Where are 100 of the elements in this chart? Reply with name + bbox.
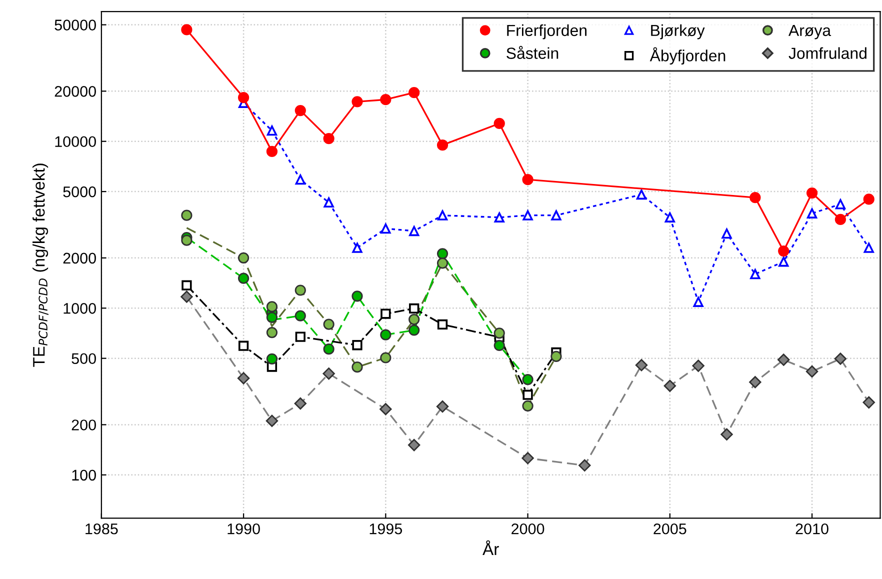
point xyxy=(352,242,362,253)
point xyxy=(494,340,505,352)
point xyxy=(409,303,420,314)
point xyxy=(180,290,193,303)
point xyxy=(294,310,306,322)
point xyxy=(238,340,249,351)
x-tick-label: 2010 xyxy=(796,523,828,534)
x-tick-label: 2000 xyxy=(512,523,544,534)
x-tick-label: 1990 xyxy=(228,523,260,534)
point xyxy=(494,212,504,222)
point xyxy=(237,372,250,384)
point xyxy=(778,354,790,366)
legend-label: Bjørkøy xyxy=(651,24,705,40)
point xyxy=(266,301,278,312)
y-tick-label: 100 xyxy=(72,470,96,481)
y-tick-label: 5000 xyxy=(63,186,96,198)
point xyxy=(380,94,392,106)
y-tick-label: 500 xyxy=(72,353,96,364)
point xyxy=(266,146,278,157)
point xyxy=(323,318,334,330)
point xyxy=(352,340,362,350)
point xyxy=(522,400,534,412)
y-tick-label: 1000 xyxy=(64,303,96,314)
point xyxy=(181,210,192,221)
point xyxy=(380,223,391,234)
point xyxy=(664,380,676,392)
point xyxy=(834,214,846,226)
point xyxy=(181,24,192,36)
x-tick-label: 2005 xyxy=(654,523,686,534)
point xyxy=(238,92,250,104)
point xyxy=(720,428,733,440)
point xyxy=(522,390,533,400)
point xyxy=(578,459,591,472)
point xyxy=(522,452,534,464)
point xyxy=(864,242,874,253)
point xyxy=(862,396,875,409)
point xyxy=(522,174,534,186)
point xyxy=(294,105,306,116)
point xyxy=(863,194,874,205)
x-axis-title: År xyxy=(482,540,499,555)
point xyxy=(352,290,363,302)
point xyxy=(182,280,192,290)
point xyxy=(408,438,420,452)
legend-label: Frierfjorden xyxy=(507,24,586,40)
point xyxy=(295,332,306,342)
point xyxy=(551,210,562,220)
point xyxy=(408,314,420,326)
point xyxy=(806,187,818,199)
point xyxy=(806,208,818,218)
point xyxy=(380,352,392,364)
point xyxy=(494,328,505,339)
point xyxy=(494,118,505,130)
point xyxy=(380,329,392,340)
point xyxy=(322,368,335,380)
point xyxy=(806,365,818,378)
point xyxy=(522,374,534,386)
point xyxy=(294,284,306,296)
point xyxy=(324,197,334,208)
point xyxy=(323,132,334,144)
point xyxy=(722,228,732,239)
point xyxy=(436,140,448,151)
point xyxy=(778,256,789,267)
point xyxy=(266,414,278,427)
point xyxy=(436,248,448,260)
point xyxy=(266,312,278,323)
point xyxy=(238,252,250,264)
point xyxy=(380,403,392,416)
point xyxy=(664,212,675,222)
point xyxy=(692,360,704,372)
point xyxy=(635,359,648,372)
point xyxy=(835,199,846,210)
x-tick-label: 1995 xyxy=(370,523,402,534)
point xyxy=(380,308,391,319)
point xyxy=(266,326,278,338)
point xyxy=(295,174,306,185)
point xyxy=(693,296,704,307)
point xyxy=(238,272,250,284)
point xyxy=(750,269,760,280)
point xyxy=(436,400,449,413)
point xyxy=(409,226,420,236)
point xyxy=(749,376,762,388)
point xyxy=(550,350,562,362)
legend-label: Jomfruland xyxy=(788,47,866,59)
point xyxy=(266,353,278,364)
y-tick-label: 200 xyxy=(72,420,96,430)
legend-label: Åbyfjorden xyxy=(650,47,726,65)
point xyxy=(778,245,790,257)
point xyxy=(294,397,306,410)
point xyxy=(437,210,448,220)
point xyxy=(834,352,847,365)
point xyxy=(352,362,363,373)
y-tick-label: 20000 xyxy=(54,86,96,97)
x-tick-label: 1985 xyxy=(86,523,118,534)
point xyxy=(437,319,448,330)
legend-label: Såstein xyxy=(506,46,558,59)
point xyxy=(408,87,420,98)
y-tick-label: 50000 xyxy=(54,20,96,30)
point xyxy=(266,126,278,136)
point xyxy=(522,210,533,220)
point xyxy=(352,96,363,108)
